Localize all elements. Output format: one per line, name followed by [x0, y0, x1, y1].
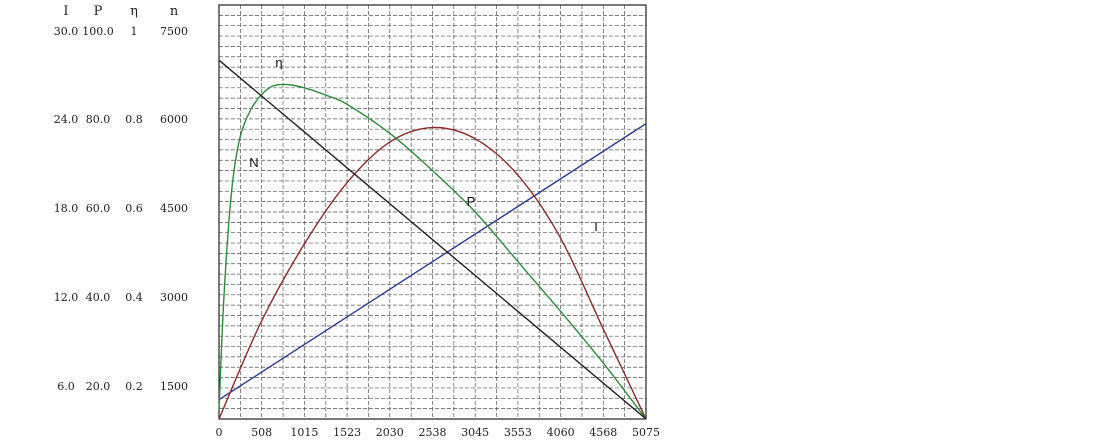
x-tick-label: 0	[216, 426, 223, 439]
axis-max-label: 1	[131, 25, 138, 38]
curves	[218, 59, 647, 420]
x-tick-label: 1523	[333, 426, 361, 439]
axis-tick-label: 60.0	[86, 202, 111, 215]
series-eta-line	[218, 83, 647, 420]
axis-tick-label: 0.2	[125, 380, 143, 393]
axis-tick-label: 3000	[160, 291, 188, 304]
x-tick-label: 4060	[547, 426, 575, 439]
axis-tick-label: 6000	[160, 113, 188, 126]
axis-header: I	[63, 4, 68, 19]
x-tick-label: 2030	[376, 426, 404, 439]
axis-tick-label: 18.0	[54, 202, 79, 215]
axis-tick-label: 4500	[160, 202, 188, 215]
curve-labels: I Pη N	[249, 55, 598, 234]
series-p-line	[218, 126, 647, 420]
axis-tick-label: 0.8	[125, 113, 143, 126]
axis-tick-label: 6.0	[57, 380, 75, 393]
axis-max-label: 30.0	[54, 25, 79, 38]
series-i-line	[218, 123, 647, 401]
series-label-eta: η	[275, 55, 282, 70]
series-label-p: P	[467, 194, 476, 209]
series-label-n: N	[249, 155, 258, 170]
axis-tick-label: 20.0	[86, 380, 111, 393]
x-tick-label: 4568	[589, 426, 617, 439]
series-n-line	[218, 59, 647, 420]
x-tick-label: 5075	[632, 426, 660, 439]
axis-header: n	[170, 4, 179, 19]
x-tick-label: 2538	[419, 426, 447, 439]
grid	[219, 5, 646, 419]
axis-tick-label: 1500	[160, 380, 188, 393]
x-tick-label: 508	[251, 426, 272, 439]
x-tick-label: 1015	[290, 426, 318, 439]
x-tick-labels: 0 508 1015 1523 2030 2538 3045 3553 4060 4568 5075	[216, 426, 661, 439]
axis-header: η	[130, 4, 138, 19]
axis-header: P	[94, 4, 103, 19]
series-label-i: I	[594, 219, 598, 234]
axis-tick-label: 0.6	[125, 202, 143, 215]
axis-max-label: 7500	[160, 25, 188, 38]
axis-tick-label: 0.4	[125, 291, 143, 304]
plot-frame	[218, 4, 647, 420]
axis-tick-label: 12.0	[54, 291, 79, 304]
axis-tick-label: 80.0	[86, 113, 111, 126]
axis-tick-label: 40.0	[86, 291, 111, 304]
axis-max-label: 100.0	[82, 25, 114, 38]
axis-tick-label: 24.0	[54, 113, 79, 126]
x-tick-label: 3553	[504, 426, 532, 439]
plot-border	[218, 4, 647, 420]
x-tick-label: 3045	[461, 426, 489, 439]
